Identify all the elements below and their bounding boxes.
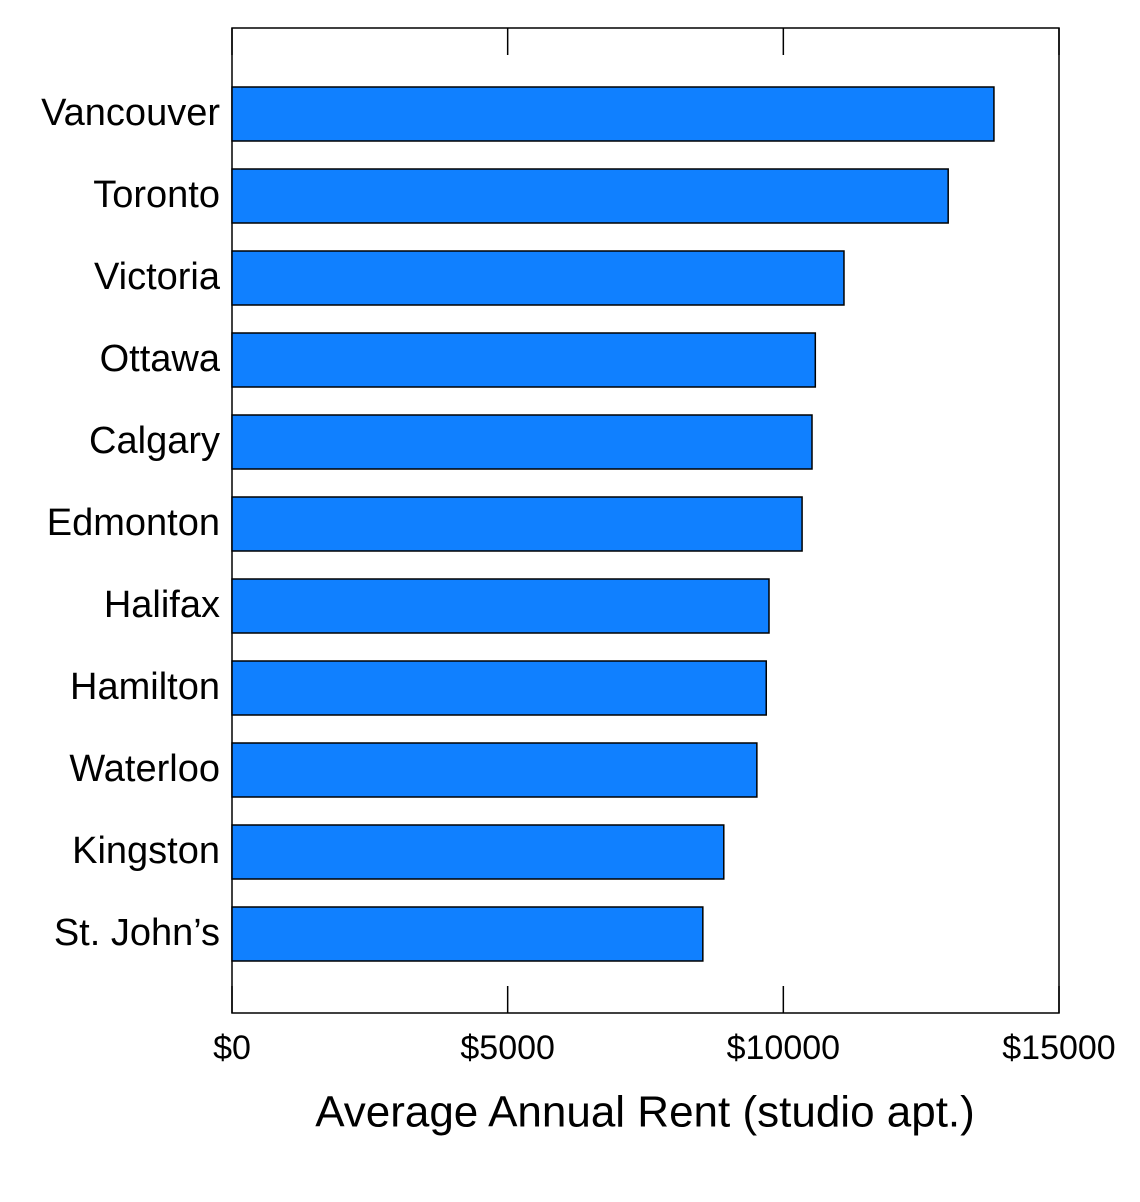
y-tick-label: Calgary	[89, 420, 220, 462]
x-tick-label: $10000	[727, 1029, 840, 1067]
bar	[231, 496, 803, 552]
y-tick-label: St. John’s	[54, 912, 220, 954]
x-axis-label: Average Annual Rent (studio apt.)	[315, 1088, 975, 1137]
bar	[231, 660, 767, 716]
x-tick-label: $5000	[460, 1029, 555, 1067]
x-tick-label: $15000	[1002, 1029, 1115, 1067]
x-tick-label: $0	[213, 1029, 251, 1067]
bar	[231, 742, 758, 798]
y-tick-label: Edmonton	[47, 502, 220, 544]
bar	[231, 332, 817, 388]
y-tick-label: Victoria	[94, 256, 221, 298]
bar	[231, 414, 813, 470]
y-tick-label: Kingston	[72, 830, 220, 872]
bar	[231, 906, 704, 962]
y-tick-label: Waterloo	[69, 748, 220, 790]
y-tick-label: Vancouver	[41, 92, 220, 134]
bar	[231, 250, 845, 306]
y-tick-label: Halifax	[104, 584, 220, 626]
bar	[231, 824, 725, 880]
y-tick-label: Ottawa	[100, 338, 221, 380]
y-tick-label: Hamilton	[70, 666, 220, 708]
bar	[231, 578, 770, 634]
y-tick-label: Toronto	[93, 174, 220, 216]
bar	[231, 86, 995, 142]
bar	[231, 168, 949, 224]
